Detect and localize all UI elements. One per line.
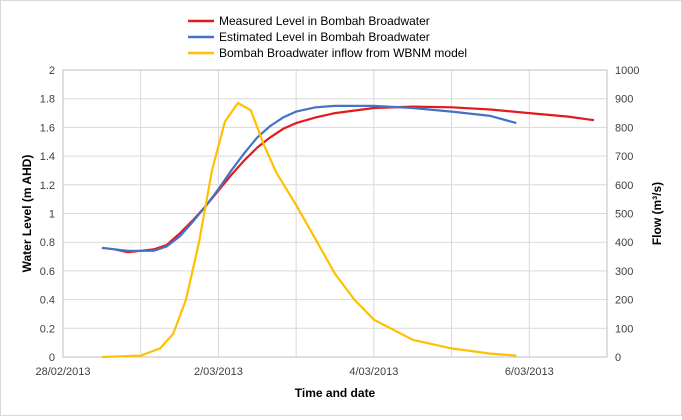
series-line-3 bbox=[101, 101, 517, 359]
legend: Measured Level in Bombah Broadwater Estim… bbox=[188, 14, 467, 60]
y-tick-label: 0.8 bbox=[40, 237, 55, 249]
x-tick-label: 4/03/2013 bbox=[349, 366, 398, 378]
y2-tick-label: 600 bbox=[615, 180, 633, 192]
series-line-1 bbox=[114, 105, 595, 254]
y-tick-label: 0 bbox=[49, 352, 55, 364]
legend-label-3: Bombah Broadwater inflow from WBNM model bbox=[219, 46, 467, 60]
y2-tick-label: 100 bbox=[615, 323, 633, 335]
y2-tick-label: 1000 bbox=[615, 65, 639, 77]
y2-tick-label: 300 bbox=[615, 266, 633, 278]
y-tick-label: 1 bbox=[49, 209, 55, 221]
y-axis-title: Water Level (m AHD) bbox=[20, 155, 34, 273]
y-tick-label: 1.2 bbox=[40, 180, 55, 192]
gridlines bbox=[63, 69, 607, 357]
legend-label-2: Estimated Level in Bombah Broadwater bbox=[219, 30, 430, 44]
x-axis-title: Time and date bbox=[295, 386, 376, 400]
y2-tick-label: 900 bbox=[615, 94, 633, 106]
y-tick-label: 1.4 bbox=[40, 151, 55, 163]
y2-tick-label: 500 bbox=[615, 209, 633, 221]
y2-tick-label: 0 bbox=[615, 352, 621, 364]
y-tick-label: 0.4 bbox=[40, 295, 55, 307]
legend-label-1: Measured Level in Bombah Broadwater bbox=[219, 14, 430, 28]
y-tick-label: 0.6 bbox=[40, 266, 55, 278]
x-tick-label: 28/02/2013 bbox=[35, 366, 90, 378]
series-lines bbox=[101, 101, 595, 359]
y-tick-label: 1.6 bbox=[40, 122, 55, 134]
y-tick-label: 2 bbox=[49, 65, 55, 77]
series-line-2 bbox=[101, 104, 517, 252]
y2-axis-title: Flow (m³/s) bbox=[650, 182, 664, 245]
y2-tick-label: 800 bbox=[615, 122, 633, 134]
y2-tick-label: 700 bbox=[615, 151, 633, 163]
y2-tick-label: 200 bbox=[615, 295, 633, 307]
y-tick-label: 1.8 bbox=[40, 94, 55, 106]
plot-area bbox=[62, 69, 608, 358]
x-tick-label: 6/03/2013 bbox=[505, 366, 554, 378]
axes: 0 0.2 0.4 0.6 0.8 1 1.2 1.4 1.6 1.8 2 0 100 200 300 400… bbox=[35, 65, 639, 378]
x-tick-label: 2/03/2013 bbox=[194, 366, 243, 378]
y-tick-label: 0.2 bbox=[40, 323, 55, 335]
y2-tick-label: 400 bbox=[615, 237, 633, 249]
